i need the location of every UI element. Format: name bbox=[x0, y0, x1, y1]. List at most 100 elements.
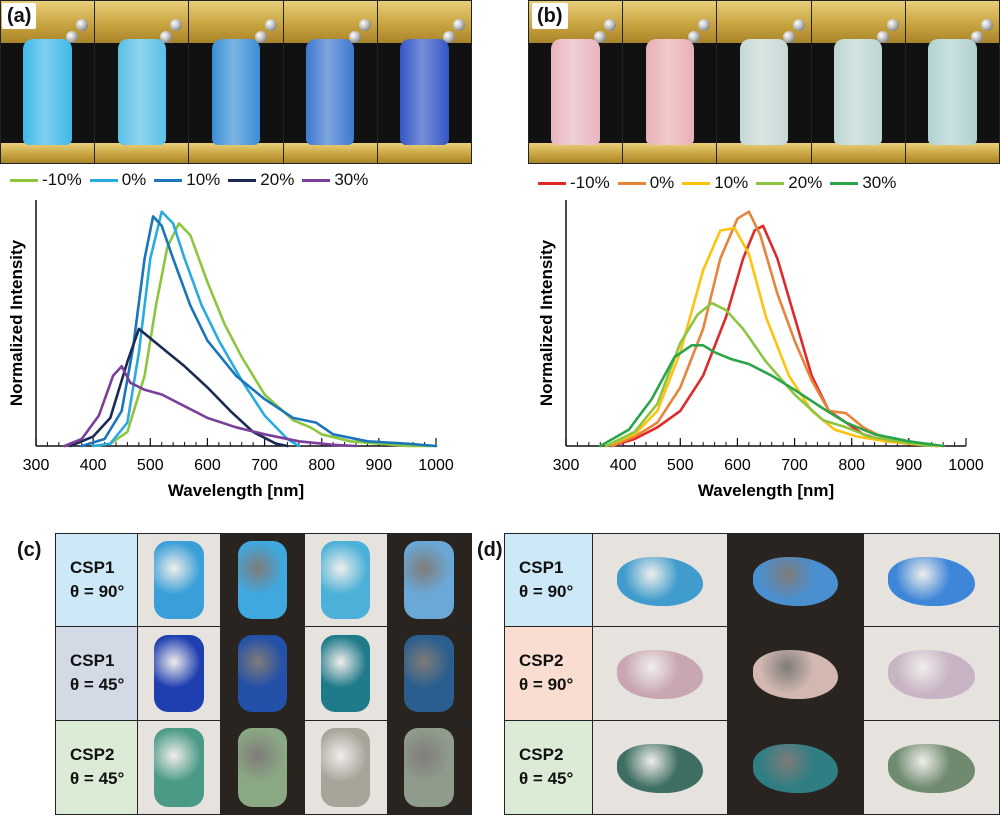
legend-item: 10% bbox=[154, 170, 220, 190]
x-axis-title: Wavelength [nm] bbox=[698, 481, 834, 500]
strip-a-photo-4 bbox=[283, 1, 378, 163]
legend-swatch bbox=[756, 181, 785, 185]
strip-b-specimen-4 bbox=[833, 39, 883, 145]
printed-object bbox=[404, 634, 455, 713]
sample-photo bbox=[593, 720, 729, 814]
x-tick-label: 900 bbox=[366, 457, 393, 474]
sample-photo bbox=[221, 534, 305, 628]
strip-b-specimen-5 bbox=[928, 39, 977, 145]
x-tick-label: 400 bbox=[80, 457, 107, 474]
x-tick-label: 600 bbox=[194, 457, 221, 474]
print-angle: θ = 90° bbox=[70, 582, 125, 602]
row-label: CSP1 θ = 90° bbox=[505, 534, 593, 628]
series-line-2 bbox=[91, 210, 301, 448]
row-label: CSP1 θ = 45° bbox=[56, 627, 138, 721]
printed-object bbox=[617, 743, 704, 794]
printed-object bbox=[320, 634, 371, 713]
legend-swatch bbox=[302, 178, 331, 182]
series-line-5 bbox=[63, 365, 358, 448]
printed-object bbox=[237, 634, 288, 713]
strip-a-specimen-3 bbox=[211, 39, 261, 145]
printed-object bbox=[617, 557, 704, 607]
x-tick-label: 800 bbox=[838, 457, 865, 474]
print-angle: θ = 45° bbox=[70, 769, 125, 789]
printed-object bbox=[237, 728, 288, 807]
series-line-4 bbox=[69, 327, 289, 448]
printed-object bbox=[752, 557, 839, 607]
sample-photo bbox=[138, 627, 222, 721]
material-name: CSP1 bbox=[70, 558, 115, 578]
material-name: CSP2 bbox=[70, 745, 115, 765]
x-tick-label: 500 bbox=[137, 457, 164, 474]
legend-label: 10% bbox=[186, 170, 221, 189]
material-name: CSP2 bbox=[519, 651, 564, 671]
table-c: CSP1 θ = 90° CSP1 θ = 45° CSP2 θ = 45° bbox=[55, 533, 472, 815]
x-tick-label: 400 bbox=[610, 457, 637, 474]
printed-object bbox=[752, 743, 839, 794]
y-axis-title: Normalized Intensity bbox=[7, 239, 26, 406]
series-line-4 bbox=[604, 301, 933, 448]
strip-b-specimen-3 bbox=[739, 39, 789, 145]
legend-label: -10% bbox=[42, 170, 82, 189]
legend-b: -10% 0% 10% 20% 30% bbox=[538, 173, 904, 193]
row-label: CSP2 θ = 90° bbox=[505, 627, 593, 721]
specimen-photo-strip-a bbox=[0, 0, 472, 164]
strip-b-specimen-1 bbox=[551, 39, 600, 145]
printed-object bbox=[888, 557, 975, 607]
x-tick-label: 500 bbox=[667, 457, 694, 474]
table-d: CSP1 θ = 90° CSP2 θ = 90° CSP2 θ = 45° bbox=[504, 533, 1000, 815]
sample-photo bbox=[728, 720, 864, 814]
legend-label: 20% bbox=[260, 170, 295, 189]
x-tick-label: 300 bbox=[23, 457, 50, 474]
print-angle: θ = 90° bbox=[519, 582, 574, 602]
sample-photo bbox=[593, 627, 729, 721]
strip-a-photo-3 bbox=[189, 1, 284, 163]
strip-b-photo-3 bbox=[717, 1, 812, 163]
sample-photo bbox=[304, 534, 388, 628]
material-name: CSP1 bbox=[70, 651, 115, 671]
legend-item: -10% bbox=[10, 170, 82, 190]
printed-object bbox=[404, 541, 455, 619]
legend-item: 30% bbox=[302, 170, 368, 190]
specimen-photo-strip-b bbox=[528, 0, 1000, 164]
row-label: CSP1 θ = 90° bbox=[56, 534, 138, 628]
series-line-1 bbox=[91, 222, 438, 448]
legend-item: -10% bbox=[538, 173, 610, 193]
row-label: CSP2 θ = 45° bbox=[56, 720, 138, 814]
x-tick-label: 1000 bbox=[418, 457, 454, 474]
sample-photo bbox=[304, 720, 388, 814]
legend-label: 30% bbox=[334, 170, 369, 189]
strip-b-photo-2 bbox=[623, 1, 718, 163]
printed-object bbox=[154, 728, 204, 807]
legend-swatch bbox=[89, 178, 118, 182]
print-angle: θ = 45° bbox=[519, 769, 574, 789]
printed-object bbox=[154, 541, 204, 619]
y-axis-title: Normalized Intensity bbox=[537, 239, 556, 406]
sample-photo bbox=[863, 534, 999, 628]
printed-object bbox=[404, 728, 455, 807]
sample-photo bbox=[387, 627, 471, 721]
printed-object bbox=[888, 650, 975, 700]
strip-a-specimen-5 bbox=[400, 39, 449, 145]
strip-a-photo-2 bbox=[95, 1, 190, 163]
printed-object bbox=[237, 541, 288, 619]
strip-a-specimen-2 bbox=[117, 39, 167, 145]
x-tick-label: 1000 bbox=[948, 457, 984, 474]
legend-swatch bbox=[10, 178, 38, 182]
print-angle: θ = 45° bbox=[70, 675, 125, 695]
row-label: CSP2 θ = 45° bbox=[505, 720, 593, 814]
printed-object bbox=[752, 650, 839, 700]
sample-photo bbox=[387, 534, 471, 628]
printed-object bbox=[617, 650, 704, 700]
legend-label: 20% bbox=[788, 173, 823, 192]
sample-photo bbox=[728, 627, 864, 721]
panel-label-b: (b) bbox=[532, 3, 568, 29]
sample-photo bbox=[221, 627, 305, 721]
sample-photo bbox=[728, 534, 864, 628]
panel-label-d: (d) bbox=[477, 539, 503, 561]
legend-label: 0% bbox=[649, 173, 675, 192]
legend-a: -10% 0% 10% 20% 30% bbox=[10, 170, 376, 190]
legend-swatch bbox=[617, 181, 646, 185]
sample-photo bbox=[138, 534, 222, 628]
x-axis-title: Wavelength [nm] bbox=[168, 481, 304, 500]
